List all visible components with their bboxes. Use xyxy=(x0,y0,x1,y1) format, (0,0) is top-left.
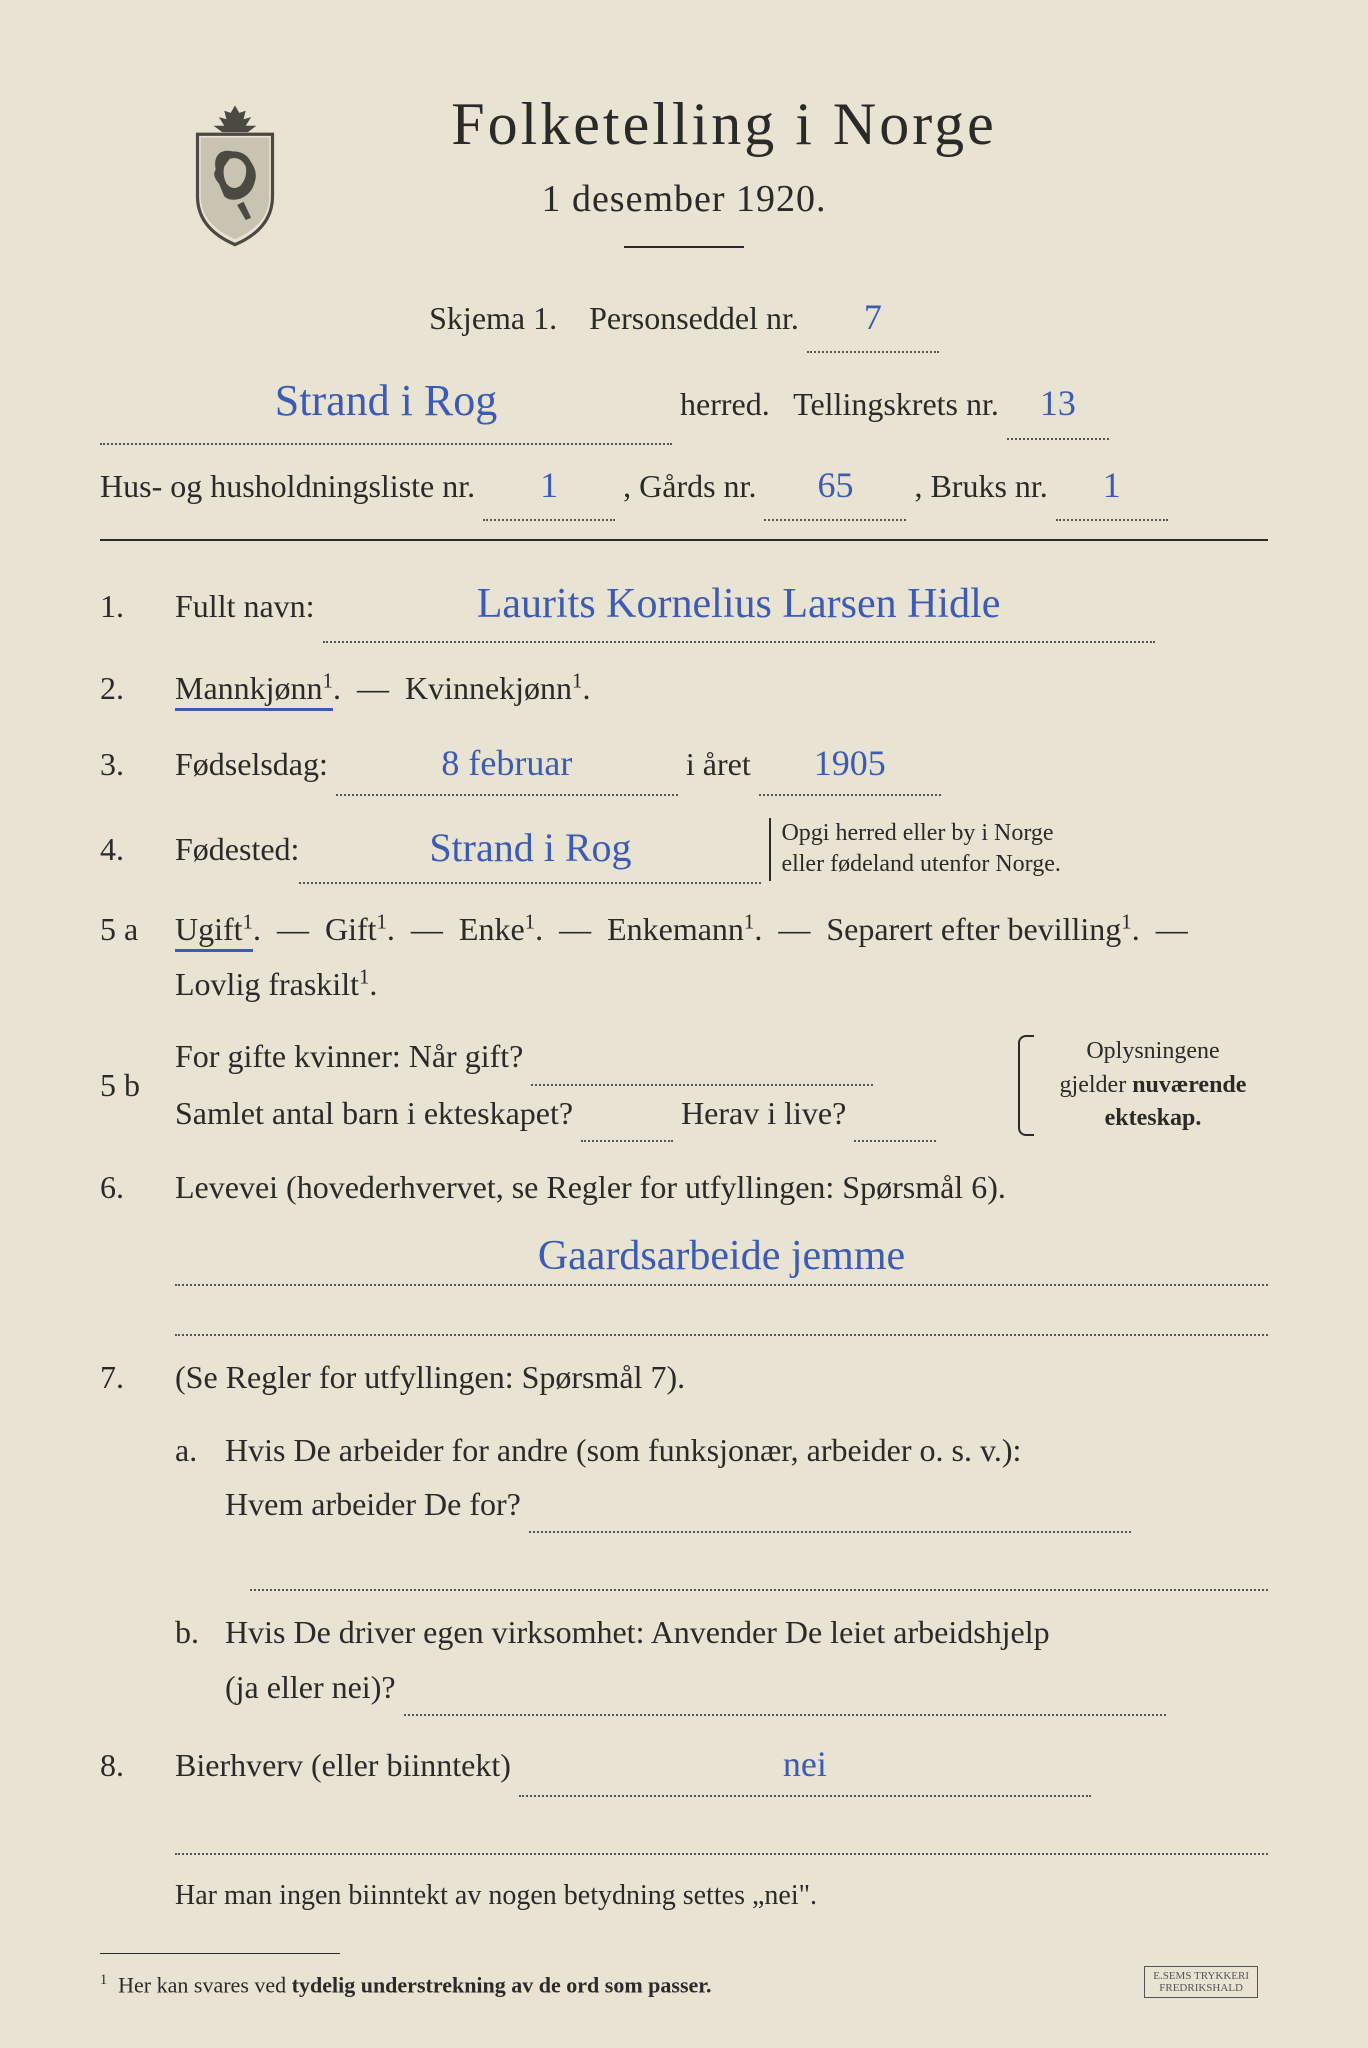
stamp-l1: E.SEMS TRYKKERI xyxy=(1153,1970,1249,1982)
q3-year-label: i året xyxy=(686,746,751,782)
husliste-label: Hus- og husholdningsliste nr. xyxy=(100,468,475,504)
q1-row: 1. Fullt navn: Laurits Kornelius Larsen … xyxy=(100,569,1268,642)
q7-num: 7. xyxy=(100,1359,175,1396)
q5b-note: Oplysningene gjelder nuværende ekteskap. xyxy=(1038,1035,1268,1136)
header: Folketelling i Norge 1 desember 1920. xyxy=(100,90,1268,248)
q7-label: (Se Regler for utfyllingen: Spørsmål 7). xyxy=(175,1350,1268,1404)
q1-num: 1. xyxy=(100,588,175,625)
husliste-line: Hus- og husholdningsliste nr. 1 , Gårds … xyxy=(100,451,1268,521)
q1-value: Laurits Kornelius Larsen Hidle xyxy=(477,581,1001,627)
q3-row: 3. Fødselsdag: 8 februar i året 1905 xyxy=(100,733,1268,796)
personseddel-label: Personseddel nr. xyxy=(589,300,799,336)
q1-label: Fullt navn: xyxy=(175,588,315,624)
q8-num: 8. xyxy=(100,1747,175,1784)
form-title: Folketelling i Norge xyxy=(180,90,1268,159)
q8-label: Bierhverv (eller biinntekt) xyxy=(175,1747,511,1783)
q7b-row: b. Hvis De driver egen virksomhet: Anven… xyxy=(175,1605,1268,1716)
q3-day: 8 februar xyxy=(441,743,572,783)
q2-mann: Mannkjønn xyxy=(175,670,323,706)
personseddel-value: 7 xyxy=(864,297,882,337)
header-divider xyxy=(624,246,744,248)
q6-value: Gaardsarbeide jemme xyxy=(175,1232,1268,1286)
q5b-row: 5 b For gifte kvinner: Når gift? Samlet … xyxy=(100,1029,1268,1142)
q5a-row: 5 a Ugift1. — Gift1. — Enke1. — Enkemann… xyxy=(100,902,1268,1011)
q5b-line2a: Samlet antal barn i ekteskapet? xyxy=(175,1095,573,1131)
gards-label: , Gårds nr. xyxy=(623,468,756,504)
q8-hint: Har man ingen biinntekt av nogen betydni… xyxy=(175,1869,1268,1922)
census-form-page: Folketelling i Norge 1 desember 1920. Sk… xyxy=(0,0,1368,2048)
footnote-marker: 1 xyxy=(100,1972,107,1988)
skjema-line: Skjema 1. Personseddel nr. 7 xyxy=(100,283,1268,353)
gards-value: 65 xyxy=(817,465,853,505)
q8-row: 8. Bierhverv (eller biinntekt) nei xyxy=(100,1734,1268,1797)
q6-blank-line xyxy=(175,1296,1268,1336)
q5b-note-2: gjelder xyxy=(1060,1072,1127,1098)
tellingskrets-label: Tellingskrets nr. xyxy=(793,386,999,422)
q2-row: 2. Mannkjønn1. — Kvinnekjønn1. xyxy=(100,661,1268,715)
coat-of-arms-icon xyxy=(180,100,290,250)
q6-row: 6. Levevei (hovederhvervet, se Regler fo… xyxy=(100,1160,1268,1214)
q5a-gift: Gift xyxy=(325,911,377,947)
q7b-text: Hvis De driver egen virksomhet: Anvender… xyxy=(225,1614,1050,1650)
q4-note: Opgi herred eller by i Norge eller fødel… xyxy=(769,818,1060,880)
q4-note-1: Opgi herred eller by i Norge xyxy=(781,820,1053,846)
q7-row: 7. (Se Regler for utfyllingen: Spørsmål … xyxy=(100,1350,1268,1404)
q6-label: Levevei (hovederhvervet, se Regler for u… xyxy=(175,1160,1268,1214)
q4-label: Fødested: xyxy=(175,822,299,876)
printer-stamp: E.SEMS TRYKKERI FREDRIKSHALD xyxy=(1144,1966,1258,1998)
q5b-note-1: Oplysningene xyxy=(1086,1038,1219,1064)
herred-value: Strand i Rog xyxy=(275,376,497,425)
q3-num: 3. xyxy=(100,746,175,783)
bruks-value: 1 xyxy=(1103,465,1121,505)
q5a-enkemann: Enkemann xyxy=(607,911,744,947)
footnote-rule xyxy=(100,1953,340,1954)
herred-line: Strand i Rog herred. Tellingskrets nr. 1… xyxy=(100,359,1268,445)
q7a-blank-line xyxy=(250,1551,1268,1591)
q5b-line2b: Herav i live? xyxy=(681,1095,846,1131)
q5a-separert: Separert efter bevilling xyxy=(826,911,1121,947)
q5a-ugift: Ugift xyxy=(175,911,243,947)
q5a-enke: Enke xyxy=(459,911,525,947)
q2-num: 2. xyxy=(100,670,175,707)
q6-num: 6. xyxy=(100,1169,175,1206)
skjema-label: Skjema 1. xyxy=(429,300,557,336)
q4-note-2: eller fødeland utenfor Norge. xyxy=(781,851,1060,877)
q7b-label: b. xyxy=(175,1614,225,1651)
q5b-note-3: nuværende ekteskap. xyxy=(1105,1072,1247,1132)
q4-value: Strand i Rog xyxy=(429,825,631,870)
herred-label: herred. xyxy=(680,386,770,422)
q4-num: 4. xyxy=(100,831,175,868)
q3-label: Fødselsdag: xyxy=(175,746,328,782)
q4-row: 4. Fødested: Strand i Rog Opgi herred el… xyxy=(100,814,1268,884)
stamp-l2: FREDRIKSHALD xyxy=(1159,1982,1243,1994)
q5b-line1: For gifte kvinner: Når gift? xyxy=(175,1038,523,1074)
q8-blank-line xyxy=(175,1815,1268,1855)
q8-value: nei xyxy=(783,1744,827,1784)
q3-year: 1905 xyxy=(814,743,886,783)
q7a-label: a. xyxy=(175,1432,225,1469)
husliste-value: 1 xyxy=(540,465,558,505)
footnote: 1 Her kan svares ved tydelig understrekn… xyxy=(100,1972,1268,1998)
q5a-num: 5 a xyxy=(100,911,175,948)
q2-kvinne: Kvinnekjønn xyxy=(405,670,572,706)
q7a-text: Hvis De arbeider for andre (som funksjon… xyxy=(225,1432,1021,1468)
bruks-label: , Bruks nr. xyxy=(914,468,1047,504)
q7a-text2: Hvem arbeider De for? xyxy=(225,1486,521,1522)
q5b-num: 5 b xyxy=(100,1067,175,1104)
section-rule xyxy=(100,539,1268,541)
q7b-text2: (ja eller nei)? xyxy=(225,1669,396,1705)
q7a-row: a. Hvis De arbeider for andre (som funks… xyxy=(175,1423,1268,1534)
q5a-fraskilt: Lovlig fraskilt xyxy=(175,966,359,1002)
tellingskrets-value: 13 xyxy=(1040,383,1076,423)
